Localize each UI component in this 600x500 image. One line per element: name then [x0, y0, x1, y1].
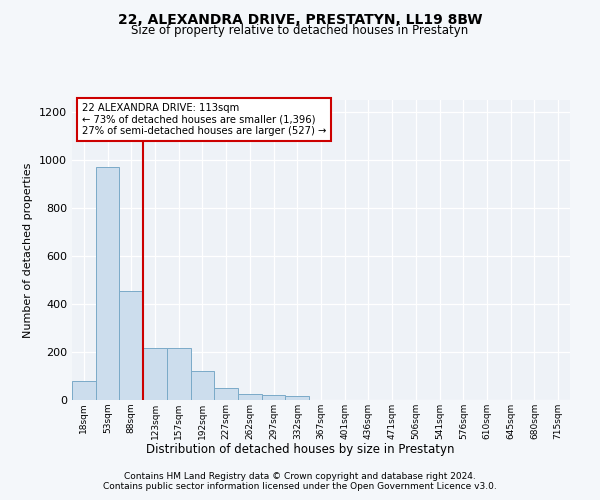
Bar [72, 381, 96, 400]
Bar [262, 394, 286, 400]
Bar [119, 291, 143, 400]
Bar [286, 396, 309, 400]
Text: 22, ALEXANDRA DRIVE, PRESTATYN, LL19 8BW: 22, ALEXANDRA DRIVE, PRESTATYN, LL19 8BW [118, 12, 482, 26]
Text: 22 ALEXANDRA DRIVE: 113sqm
← 73% of detached houses are smaller (1,396)
27% of s: 22 ALEXANDRA DRIVE: 113sqm ← 73% of deta… [82, 103, 326, 136]
Y-axis label: Number of detached properties: Number of detached properties [23, 162, 34, 338]
Bar [96, 167, 119, 400]
Text: Distribution of detached houses by size in Prestatyn: Distribution of detached houses by size … [146, 442, 454, 456]
Bar [238, 394, 262, 400]
Bar [214, 388, 238, 400]
Text: Size of property relative to detached houses in Prestatyn: Size of property relative to detached ho… [131, 24, 469, 37]
Bar [191, 371, 214, 400]
Text: Contains HM Land Registry data © Crown copyright and database right 2024.: Contains HM Land Registry data © Crown c… [124, 472, 476, 481]
Bar [167, 348, 191, 400]
Bar [143, 348, 167, 400]
Text: Contains public sector information licensed under the Open Government Licence v3: Contains public sector information licen… [103, 482, 497, 491]
